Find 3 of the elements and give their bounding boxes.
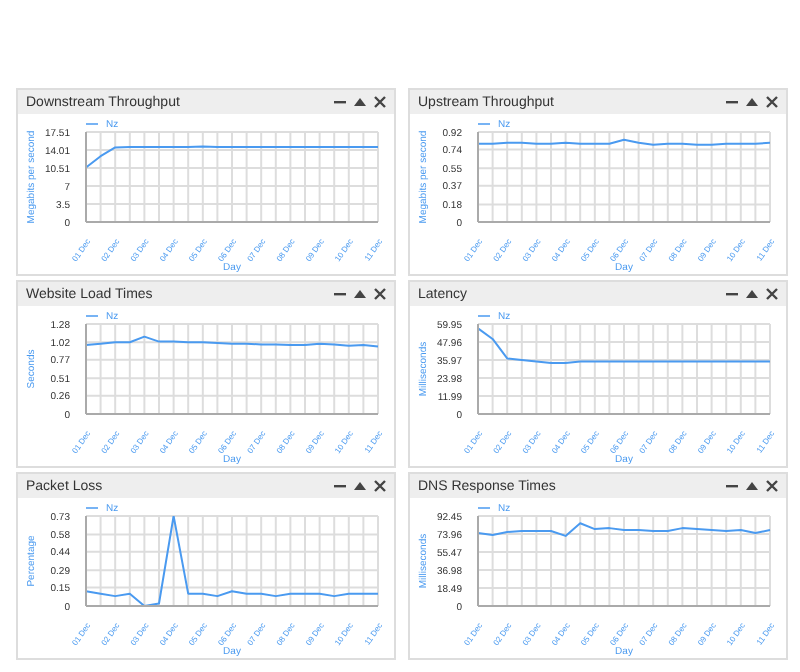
line-series — [85, 516, 379, 606]
line-series — [477, 522, 771, 537]
line-series — [85, 145, 379, 169]
